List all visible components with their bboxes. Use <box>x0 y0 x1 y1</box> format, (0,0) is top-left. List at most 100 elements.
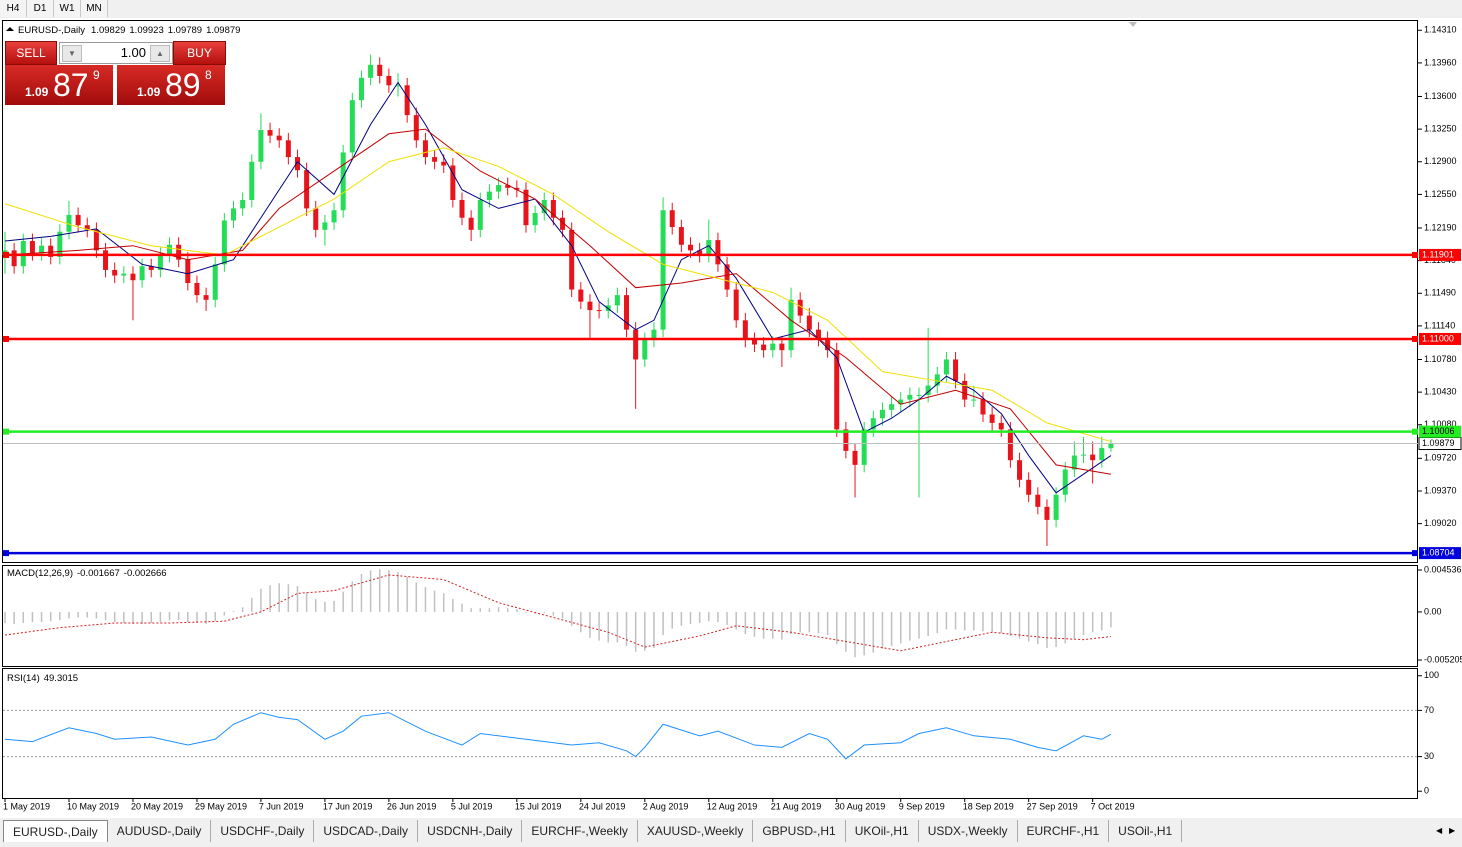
bid-price[interactable]: 1.09 87 9 <box>5 65 113 105</box>
candle-body <box>322 222 328 230</box>
candle-body <box>313 208 319 230</box>
candle-body <box>285 140 291 158</box>
candle-body <box>358 77 364 101</box>
chart-tab[interactable]: USDCNH-,Daily <box>418 820 523 842</box>
ask-price[interactable]: 1.09 89 8 <box>117 65 225 105</box>
chart-tab[interactable]: USDCAD-,Daily <box>314 820 419 842</box>
chart-tab[interactable]: USOil-,H1 <box>1109 820 1183 842</box>
ask-prefix: 1.09 <box>137 85 161 99</box>
high-value: 1.09923 <box>129 25 163 36</box>
y-tick-label: 0.00 <box>1424 606 1442 616</box>
x-tick-label: 17 Jun 2019 <box>323 801 373 811</box>
bid-pip: 9 <box>93 68 100 82</box>
candle-body <box>66 214 72 232</box>
x-tick-label: 7 Jun 2019 <box>259 801 304 811</box>
chart-tab[interactable]: USDX-,Weekly <box>919 820 1018 842</box>
level-handle <box>3 428 9 435</box>
x-tick-label: 29 May 2019 <box>195 801 247 811</box>
candle-body <box>57 231 63 257</box>
timeframe-button[interactable]: D1 <box>27 0 54 17</box>
lot-increase[interactable]: ▲ <box>150 45 170 62</box>
tab-scroll-right[interactable]: ▶ <box>1449 826 1456 835</box>
buy-button[interactable]: BUY <box>173 41 226 65</box>
candle-body <box>377 64 383 76</box>
candle-body <box>706 240 712 256</box>
y-tick-label: 1.11140 <box>1424 320 1455 330</box>
candle-body <box>331 210 337 223</box>
candle-body <box>103 250 109 270</box>
chart-tab[interactable]: EURCHF-,H1 <box>1018 820 1110 842</box>
candle-body <box>834 350 840 430</box>
one-click-trading: SELL ▼ 1.00 ▲ BUY 1.09 87 9 1.09 89 8 <box>5 41 226 106</box>
lot-decrease[interactable]: ▼ <box>62 45 82 62</box>
candle-body <box>550 200 556 218</box>
ask-big: 89 <box>165 67 201 103</box>
candle-body <box>75 214 81 226</box>
chart-tab[interactable]: EURCHF-,Weekly <box>522 820 638 842</box>
y-tick-label: 100 <box>1424 670 1439 680</box>
chart-tab[interactable]: UKOil-,H1 <box>846 820 919 842</box>
candle-body <box>249 161 255 200</box>
candle-body <box>505 185 511 188</box>
tab-bar-background <box>0 818 1462 847</box>
timeframe-toolbar: H4 D1 W1 MN <box>0 0 108 18</box>
y-tick-label: 1.13960 <box>1424 57 1457 67</box>
timeframe-button[interactable]: MN <box>81 0 108 17</box>
timeframe-button[interactable]: W1 <box>54 0 81 17</box>
level-label-box <box>1419 248 1461 261</box>
candle-body <box>943 359 949 375</box>
level-handle <box>3 550 9 557</box>
candle-body <box>11 250 17 267</box>
chart-tab[interactable]: USDCHF-,Daily <box>211 820 315 842</box>
candle-body <box>907 394 913 400</box>
candle-body <box>221 220 227 265</box>
chart-tab[interactable]: AUDUSD-,Daily <box>108 820 212 842</box>
candle-body <box>231 208 236 221</box>
chart-tab[interactable]: XAUUSD-,Weekly <box>638 820 754 842</box>
level-handle <box>1412 428 1418 435</box>
level-label-box <box>1419 547 1461 560</box>
chart-tab[interactable]: EURUSD-,Daily <box>3 820 108 842</box>
y-tick-label: 0.004536 <box>1424 564 1462 574</box>
candle-body <box>797 299 803 316</box>
candle-body <box>815 329 821 339</box>
candle-body <box>770 343 776 351</box>
rsi-title: RSI(14) <box>7 673 40 684</box>
y-tick-label: 1.13600 <box>1424 91 1457 101</box>
candle-body <box>724 264 730 290</box>
candle-body <box>980 399 986 415</box>
x-tick-label: 30 Aug 2019 <box>835 801 886 811</box>
candle-body <box>395 85 401 87</box>
candle-body <box>121 273 127 276</box>
sell-button[interactable]: SELL <box>5 41 57 65</box>
lot-input[interactable]: ▼ 1.00 ▲ <box>59 42 173 64</box>
rsi-panel-frame <box>2 668 1418 799</box>
x-tick-label: 15 Jul 2019 <box>515 801 562 811</box>
candle-body <box>413 115 419 141</box>
main-panel-frame <box>2 20 1418 563</box>
candle-body <box>1053 494 1059 520</box>
timeframe-button[interactable]: H4 <box>0 0 27 17</box>
candle-body <box>889 404 895 410</box>
candle-body <box>368 64 374 78</box>
level-handle <box>1412 335 1418 342</box>
candle-body <box>84 225 90 230</box>
level-handle <box>3 335 9 342</box>
bid-prefix: 1.09 <box>25 85 49 99</box>
candle-body <box>688 244 693 251</box>
current-price-label: 1.09879 <box>1422 438 1455 448</box>
candle-body <box>806 315 812 330</box>
x-tick-label: 27 Sep 2019 <box>1027 801 1078 811</box>
candle-body <box>971 399 977 401</box>
candle-body <box>148 266 154 270</box>
candle-body <box>953 359 959 381</box>
y-tick-label: 30 <box>1424 751 1434 761</box>
candle-body <box>569 229 575 290</box>
chart-tab[interactable]: GBPUSD-,H1 <box>753 820 846 842</box>
candle-body <box>441 161 447 166</box>
tab-scroll-left[interactable]: ◀ <box>1436 826 1443 835</box>
candle-body <box>1035 494 1041 507</box>
candle-body <box>852 450 858 465</box>
candle-body <box>404 85 410 116</box>
candle-body <box>450 165 456 200</box>
